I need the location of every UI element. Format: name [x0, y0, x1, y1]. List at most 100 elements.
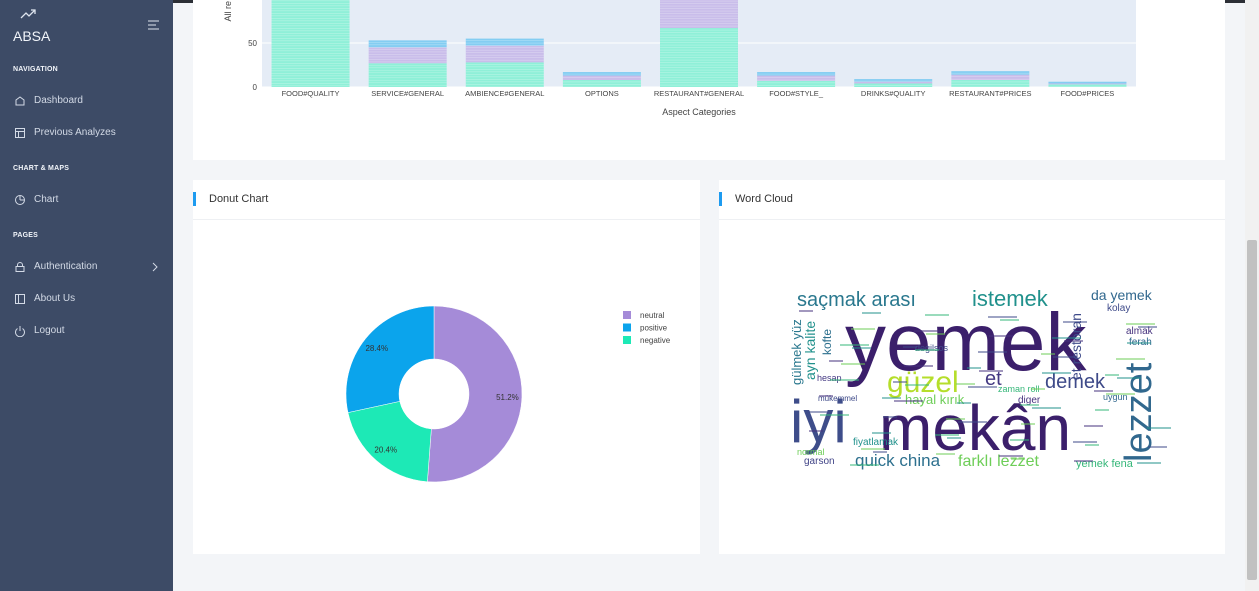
cloud-word: uygun: [1103, 392, 1128, 402]
divider: [719, 219, 1225, 220]
bar-segment: [757, 72, 836, 76]
nav-item[interactable]: Authentication: [34, 261, 98, 272]
cloud-word: normal: [797, 447, 825, 457]
cloud-small-word: [925, 314, 949, 316]
cloud-small-word: [1063, 321, 1087, 323]
cloud-small-word: [1031, 388, 1045, 390]
cloud-small-word: [1020, 404, 1039, 406]
bar-segment: [951, 74, 1030, 80]
nav-section: NAVIGATION: [13, 66, 58, 73]
chevron: [152, 262, 158, 272]
cloud-small-word: [819, 395, 833, 397]
bar-segment: [1048, 83, 1127, 85]
cloud-small-word: [820, 414, 849, 416]
bar-segment: [757, 75, 836, 81]
scrollbar-thumb[interactable]: [1247, 240, 1257, 580]
card-title: Donut Chart: [209, 193, 269, 205]
cloud-small-word: [1084, 425, 1103, 427]
nav-icon: [15, 96, 25, 106]
nav-icon: [15, 262, 25, 272]
bar-segment: [854, 83, 933, 87]
sidebar: ABSA NAVIGATION Dashboard Previous Analyze…: [0, 0, 173, 591]
cloud-small-word: [809, 430, 823, 432]
bar-segment: [562, 72, 641, 76]
bar-card: 0 50 FOOD#QUALITY SERVICE#GENERAL AMBIENCE#G…: [193, 0, 1225, 160]
cloud-small-word: [1074, 460, 1093, 462]
x-tick-label: AMBIENCE#GENERAL: [465, 89, 544, 98]
bar-segment: [562, 75, 641, 80]
legend-label: neutral: [640, 311, 665, 320]
x-tick-label: DRINKS#QUALITY: [861, 89, 926, 98]
cloud-small-word: [1032, 407, 1061, 409]
cloud-small-word: [926, 333, 945, 335]
bar-segment: [951, 79, 1030, 87]
cloud-small-word: [904, 365, 933, 367]
cloud-small-word: [1011, 458, 1025, 460]
nav-item[interactable]: Logout: [34, 325, 65, 336]
cloud-small-word: [1000, 319, 1019, 321]
cloud-word: kofte: [820, 329, 834, 355]
nav-item[interactable]: About Us: [34, 293, 76, 304]
cloud-word: demek: [1045, 371, 1106, 393]
legend-swatch: [623, 323, 631, 332]
cloud-small-word: [958, 421, 987, 423]
cloud-small-word: [1126, 323, 1155, 325]
cloud-small-word: [1064, 340, 1083, 342]
nav-item[interactable]: Chart: [34, 194, 59, 205]
brand-icon: [20, 9, 36, 19]
y-tick-label: 50: [248, 39, 257, 48]
bar-segment: [368, 63, 447, 87]
cloud-small-word: [1085, 444, 1099, 446]
cloud-small-word: [850, 464, 879, 466]
bar-chart: 0 50 FOOD#QUALITY SERVICE#GENERAL AMBIENCE#G…: [223, 0, 1136, 117]
nav-icon: [15, 128, 25, 138]
nav-item[interactable]: Previous Analyzes: [34, 127, 116, 138]
cloud-small-word: [840, 344, 869, 346]
cloud-small-word: [1010, 439, 1029, 441]
bar-segment: [854, 79, 933, 82]
cloud-small-word: [882, 397, 901, 399]
bar-segment: [1048, 81, 1127, 84]
card-title: Word Cloud: [735, 193, 793, 205]
cloud-small-word: [1053, 356, 1077, 358]
legend-swatch: [623, 336, 631, 344]
cloud-small-word: [841, 363, 865, 365]
bar-segment: [854, 81, 933, 84]
cloud-small-word: [936, 453, 955, 455]
nav-icon: [15, 195, 25, 205]
slice-label: 20.4%: [374, 445, 397, 454]
header-accent: [719, 192, 722, 206]
nav-section: CHART & MAPS: [13, 165, 70, 172]
cloud-small-word: [903, 346, 917, 348]
slice-label: 28.4%: [365, 344, 388, 353]
bar-segment: [951, 71, 1030, 75]
cloud-small-word: [1021, 423, 1035, 425]
bar-segment: [660, 0, 738, 29]
cloud-small-word: [1117, 377, 1141, 379]
cloud-small-word: [893, 381, 907, 383]
menu-toggle[interactable]: [148, 20, 160, 30]
legend-label: negative: [640, 336, 671, 345]
cloud-word: iyi: [790, 388, 847, 455]
cloud-small-word: [1148, 446, 1167, 448]
nav-item[interactable]: Dashboard: [34, 95, 83, 106]
cloud-small-word: [1137, 462, 1161, 464]
bar-segment: [368, 47, 447, 64]
cloud-small-word: [861, 448, 885, 450]
x-tick-label: RESTAURANT#GENERAL: [654, 89, 744, 98]
cloud-small-word: [1095, 409, 1109, 411]
cloud-word: et restoran: [1068, 313, 1084, 380]
cloud-small-word: [851, 328, 875, 330]
cloud-word: garson: [804, 456, 835, 467]
cloud-small-word: [988, 316, 1017, 318]
nav-icon: [15, 294, 25, 304]
cloud-word: gülmek yüz: [789, 319, 804, 385]
cloud-small-word: [862, 312, 881, 314]
cloud-small-word: [978, 351, 1007, 353]
cloud-small-word: [1138, 326, 1157, 328]
cloud-small-word: [830, 379, 859, 381]
cloud-small-word: [1094, 390, 1113, 392]
bar-segment: [757, 80, 836, 87]
y-tick-label: 0: [253, 83, 258, 92]
